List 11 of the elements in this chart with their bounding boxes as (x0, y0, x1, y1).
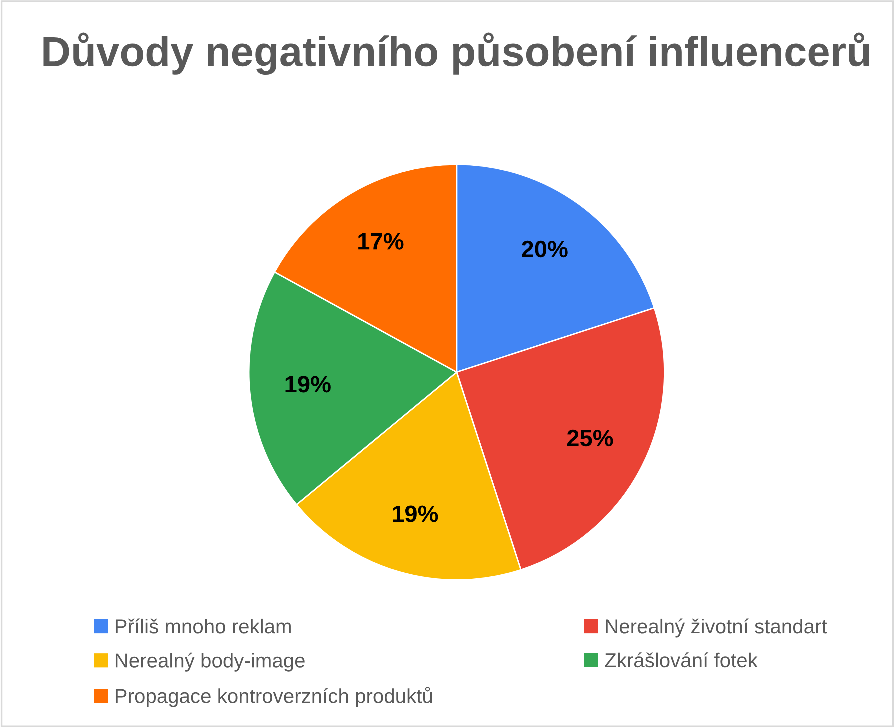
data-label: 25% (567, 430, 614, 447)
data-label: 20% (522, 240, 568, 258)
data-label: 17% (358, 233, 404, 250)
chart-title: Důvody negativního působení influencerů (44, 32, 870, 76)
legend-label: Propagace kontroverzních produktů (116, 686, 432, 708)
legend-label: Příliš mnoho reklam (116, 618, 291, 634)
legend-label: Nerealný body-image (116, 652, 305, 672)
legend-label: Nerealný životní standart (606, 618, 828, 638)
data-label: 19% (286, 376, 331, 393)
data-label: 19% (393, 506, 438, 522)
legend-label: Zkrášlování fotek (605, 652, 758, 668)
